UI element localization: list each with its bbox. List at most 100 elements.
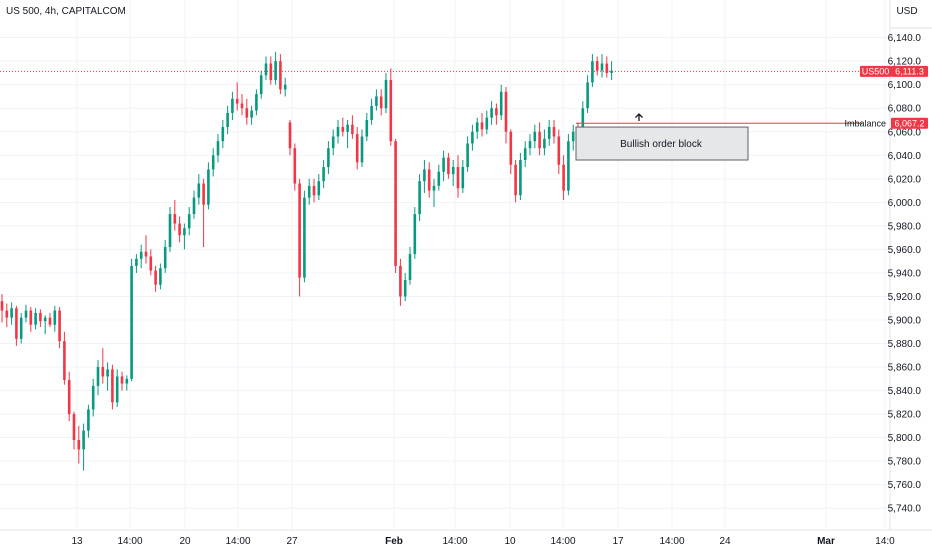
x-tick-label: 24 — [719, 536, 731, 547]
candle-body — [466, 143, 469, 168]
candle — [379, 89, 383, 116]
candle — [514, 160, 517, 203]
candle — [461, 160, 465, 193]
candle — [351, 115, 354, 139]
y-tick-label: 5,800.0 — [888, 433, 922, 444]
candle — [571, 124, 575, 151]
candle-body — [197, 183, 201, 198]
symbol-price-tag: US500 — [860, 65, 891, 77]
y-tick-label: 5,980.0 — [888, 221, 922, 232]
y-tick-label: 5,920.0 — [888, 292, 922, 303]
x-tick-label: 10 — [504, 536, 516, 547]
candle — [389, 68, 393, 146]
candle-body — [159, 268, 162, 285]
candle-body — [490, 108, 493, 118]
candle — [447, 152, 450, 179]
candle — [591, 54, 594, 88]
y-tick-label: 6,000.0 — [888, 198, 922, 209]
candle-body — [418, 181, 421, 215]
candle-body — [523, 148, 527, 160]
y-tick-label: 5,900.0 — [888, 316, 922, 327]
candle-body — [19, 317, 23, 339]
candle — [360, 129, 364, 168]
candle-body — [533, 131, 537, 142]
candle — [331, 129, 335, 156]
currency-label[interactable]: USD — [896, 6, 917, 17]
candle-body — [375, 96, 378, 106]
imbalance-price-label: 6,067.2 — [894, 118, 924, 128]
symbol-tag-label: US500 — [862, 66, 890, 76]
candle — [139, 244, 143, 269]
annotations: Bullish order block Imbalance — [0, 70, 890, 161]
candle-body — [15, 308, 18, 339]
candle-body — [0, 301, 4, 311]
candle-body — [610, 70, 613, 73]
candle-body — [480, 122, 484, 130]
candle-body — [322, 167, 325, 182]
candle-body — [423, 169, 426, 182]
candle — [408, 247, 412, 285]
candle — [600, 54, 604, 78]
candle — [562, 155, 565, 200]
candle — [173, 200, 177, 231]
candle-body — [571, 131, 575, 142]
candle-body — [168, 214, 172, 248]
candle — [130, 258, 133, 382]
candle-body — [82, 430, 85, 450]
candle-body — [221, 127, 225, 142]
candle — [149, 249, 153, 276]
candle — [499, 84, 503, 120]
time-axis[interactable]: 13 14:00 20 14:00 27 Feb 14:00 10 14:00 17 14:00 24… — [0, 529, 932, 547]
candle-body — [581, 108, 585, 144]
candle-body — [312, 185, 316, 196]
candle-body — [163, 247, 167, 269]
price-axis[interactable]: USD 6,140.06,120.06,100.06,080.06,060.06… — [860, 0, 932, 530]
candle-body — [216, 141, 220, 156]
candle-body — [595, 61, 599, 71]
candle — [413, 207, 417, 259]
candle-body — [562, 164, 565, 191]
candle — [547, 120, 551, 146]
chart-title: US 500, 4h, CAPITALCOM — [6, 6, 126, 17]
candle — [274, 51, 277, 85]
candle — [216, 134, 220, 163]
candle — [77, 425, 81, 464]
candle — [394, 138, 397, 273]
x-tick-label: 14:0 — [875, 536, 895, 547]
candle — [303, 190, 306, 283]
candle — [96, 360, 100, 396]
candle — [528, 134, 532, 156]
candle-body — [77, 440, 81, 450]
candle-body — [394, 141, 397, 266]
candle — [48, 312, 52, 328]
candle-body — [53, 310, 57, 325]
candle — [586, 75, 589, 113]
order-block-box[interactable] — [575, 126, 749, 161]
candle-body — [120, 376, 124, 384]
candle-body — [499, 91, 503, 116]
candle-body — [202, 183, 205, 205]
candle-body — [144, 251, 148, 257]
candle-body — [399, 265, 402, 297]
candle-body — [178, 223, 181, 236]
y-tick-label: 5,740.0 — [888, 504, 922, 515]
candle — [255, 89, 258, 116]
candle — [63, 331, 66, 385]
candle-body — [557, 136, 561, 165]
candle-body — [475, 122, 479, 132]
candle-body — [63, 341, 66, 380]
candle — [101, 348, 105, 384]
candle-body — [528, 141, 532, 149]
candle — [466, 136, 469, 172]
candle — [355, 127, 359, 170]
candle-body — [72, 414, 76, 440]
candle — [34, 308, 37, 330]
candle-body — [360, 136, 364, 163]
candle-body — [591, 61, 594, 83]
candle — [168, 207, 172, 252]
candle — [442, 150, 445, 182]
candle — [322, 160, 325, 189]
candle-body — [245, 108, 249, 118]
